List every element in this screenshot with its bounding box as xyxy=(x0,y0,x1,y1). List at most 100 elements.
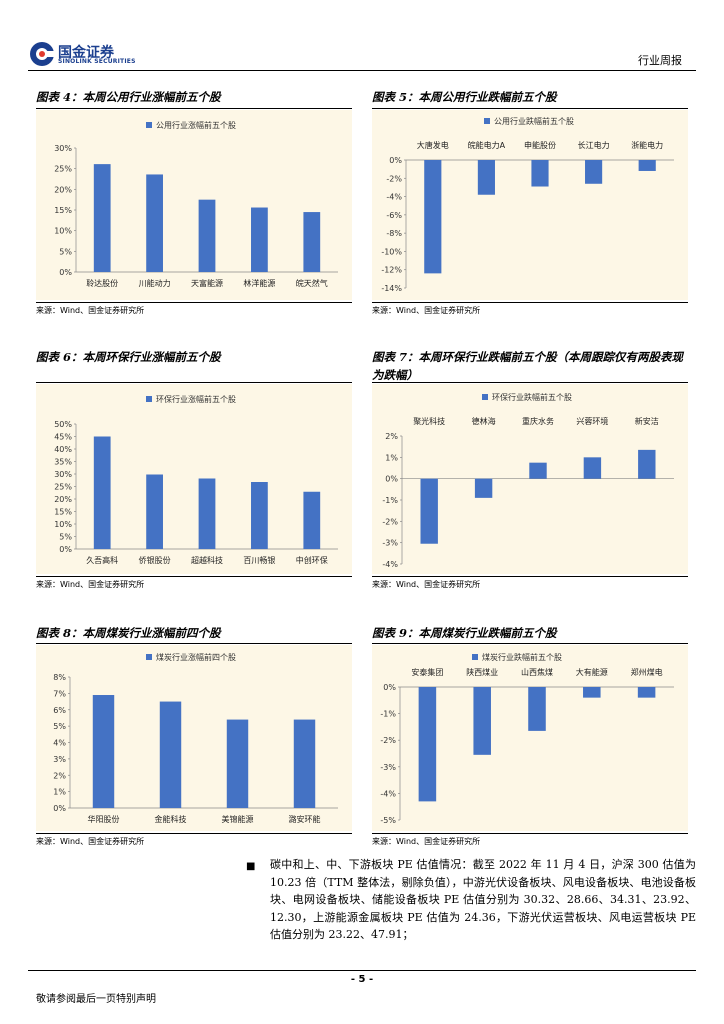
chart-legend: 公用行业跌幅前五个股 xyxy=(484,116,574,126)
legend-swatch xyxy=(146,122,152,128)
y-tick-label: 50% xyxy=(54,420,72,429)
y-tick-label: 30% xyxy=(54,470,72,479)
category-label: 兴蓉环境 xyxy=(576,416,608,426)
bar xyxy=(198,478,216,549)
y-tick-label: 0% xyxy=(383,683,396,692)
figure-7-title: 图表 7：本周环保行业跌幅前五个股（本周跟踪仅有两股表现为跌幅） xyxy=(372,350,684,382)
bar xyxy=(251,207,268,272)
y-tick-label: 10% xyxy=(54,227,72,236)
legend-label: 公用行业涨幅前五个股 xyxy=(156,120,236,130)
category-label: 大有能源 xyxy=(576,667,608,677)
bar xyxy=(251,482,268,549)
legend-swatch xyxy=(146,654,152,660)
bar xyxy=(529,462,547,479)
figure-5-chart-area: 公用行业跌幅前五个股 0% -2% -4% -6% -8% -10% -12% -14% 大唐发电… xyxy=(372,110,688,300)
y-tick-label: -8% xyxy=(386,229,402,238)
bar xyxy=(473,687,491,755)
figure-6-title-rule xyxy=(36,382,352,383)
y-tick-label: 15% xyxy=(54,508,72,517)
figure-9-source-rule xyxy=(372,833,688,834)
doc-type-label: 行业周报 xyxy=(638,54,682,67)
bar xyxy=(585,160,603,184)
chart-legend: 环保行业涨幅前五个股 xyxy=(146,394,236,404)
chart-legend: 公用行业涨幅前五个股 xyxy=(146,120,236,130)
y-tick-label: -3% xyxy=(382,539,398,548)
y-tick-label: 35% xyxy=(54,458,72,467)
bar xyxy=(477,160,495,195)
y-tick-label: -4% xyxy=(386,193,402,202)
category-label: 潞安环能 xyxy=(289,814,321,824)
y-tick-label: -2% xyxy=(380,736,396,745)
figure-5-source: 来源：Wind、国金证券研究所 xyxy=(372,306,481,315)
category-label: 山西焦煤 xyxy=(521,667,553,677)
y-tick-label: 10% xyxy=(54,520,72,529)
chart-legend: 煤炭行业跌幅前五个股 xyxy=(472,652,562,662)
legend-swatch xyxy=(146,396,152,402)
category-label: 皖天然气 xyxy=(296,278,328,288)
figure-9-chart-area: 煤炭行业跌幅前五个股 0% -1% -2% -3% -4% -5% 安泰集团 陕西煤业 山西焦煤 大… xyxy=(372,645,688,831)
y-tick-label: 40% xyxy=(54,445,72,454)
bar xyxy=(303,491,321,549)
category-label: 郑州煤电 xyxy=(631,667,663,677)
category-label: 美锦能源 xyxy=(222,814,254,824)
y-tick-label: 25% xyxy=(54,165,72,174)
y-tick-label: 5% xyxy=(53,722,66,731)
figure-7-chart: 环保行业跌幅前五个股 2% 1% 0% -1% -2% -3% -4% 聚光科技 德林海 重庆水务 兴… xyxy=(382,392,674,569)
y-tick-label: 8% xyxy=(53,673,66,682)
figure-4-source-rule xyxy=(36,302,352,303)
bar xyxy=(293,719,316,808)
figure-8-chart-area: 煤炭行业涨幅前四个股 0% 1% 2% 3% 4% 5% 6% 7% 8% 华阳股份 金能科技 美锦能源… xyxy=(36,645,352,831)
category-label: 华阳股份 xyxy=(88,814,120,824)
brand-name-cn: 国金证券 xyxy=(58,45,114,61)
figure-9-title: 图表 9：本周煤炭行业跌幅前五个股 xyxy=(372,626,557,640)
y-tick-label: 0% xyxy=(59,545,72,554)
y-tick-label: -14% xyxy=(381,284,402,293)
figure-4-title: 图表 4：本周公用行业涨幅前五个股 xyxy=(36,90,221,104)
figure-4-source: 来源：Wind、国金证券研究所 xyxy=(36,306,145,315)
chart-legend: 环保行业跌幅前五个股 xyxy=(482,392,572,402)
y-tick-label: 15% xyxy=(54,206,72,215)
figure-8-source-rule xyxy=(36,833,352,834)
y-tick-label: -5% xyxy=(380,816,396,825)
bar xyxy=(418,687,437,802)
category-label: 德林海 xyxy=(472,416,496,426)
figure-6-chart: 环保行业涨幅前五个股 0% 5% 10% 15% 20% 25% 30% 35% 40% 45% 50… xyxy=(54,394,338,565)
figure-5-chart: 公用行业跌幅前五个股 0% -2% -4% -6% -8% -10% -12% -14% 大唐发电… xyxy=(381,116,674,293)
bar xyxy=(93,436,111,549)
y-tick-label: 2% xyxy=(53,771,66,780)
category-label: 超越科技 xyxy=(191,555,223,565)
figure-5-source-rule xyxy=(372,302,688,303)
y-tick-label: 7% xyxy=(53,689,66,698)
category-label: 新安洁 xyxy=(635,416,659,426)
y-tick-label: 5% xyxy=(59,533,72,542)
category-label: 浙能电力 xyxy=(631,140,663,150)
legend-swatch xyxy=(482,394,488,400)
y-tick-label: -6% xyxy=(386,211,402,220)
figure-8-source: 来源：Wind、国金证券研究所 xyxy=(36,837,145,846)
category-label: 侨银股份 xyxy=(139,555,171,565)
category-label: 大唐发电 xyxy=(417,140,449,150)
y-tick-label: -3% xyxy=(380,763,396,772)
y-tick-label: 6% xyxy=(53,706,66,715)
category-label: 久吾高科 xyxy=(86,555,118,565)
y-tick-label: 3% xyxy=(53,755,66,764)
y-tick-label: 25% xyxy=(54,483,72,492)
y-tick-label: -2% xyxy=(386,174,402,183)
figure-5-title: 图表 5：本周公用行业跌幅前五个股 xyxy=(372,90,557,104)
category-label: 皖能电力A xyxy=(468,140,506,150)
bullet-square-icon: ■ xyxy=(246,861,256,872)
chart-legend: 煤炭行业涨幅前四个股 xyxy=(146,652,236,662)
y-tick-label: 5% xyxy=(59,247,72,256)
legend-swatch xyxy=(484,118,490,124)
bar xyxy=(528,687,546,731)
figure-9-title-rule xyxy=(372,643,688,644)
body-paragraph: 碳中和上、中、下游板块 PE 估值情况：截至 2022 年 11 月 4 日，沪… xyxy=(270,858,696,941)
page-number: - 5 - xyxy=(350,974,374,985)
brand-logo-icon xyxy=(30,42,54,66)
figure-4-chart: 公用行业涨幅前五个股 0% 5% 10% 15% 20% 25% 30% 聆达股份 川能动力 天富能… xyxy=(54,120,338,288)
bar xyxy=(93,164,111,272)
bar xyxy=(198,199,216,272)
bar xyxy=(92,695,115,808)
figure-7-source-rule xyxy=(372,576,688,577)
bar xyxy=(583,687,601,698)
